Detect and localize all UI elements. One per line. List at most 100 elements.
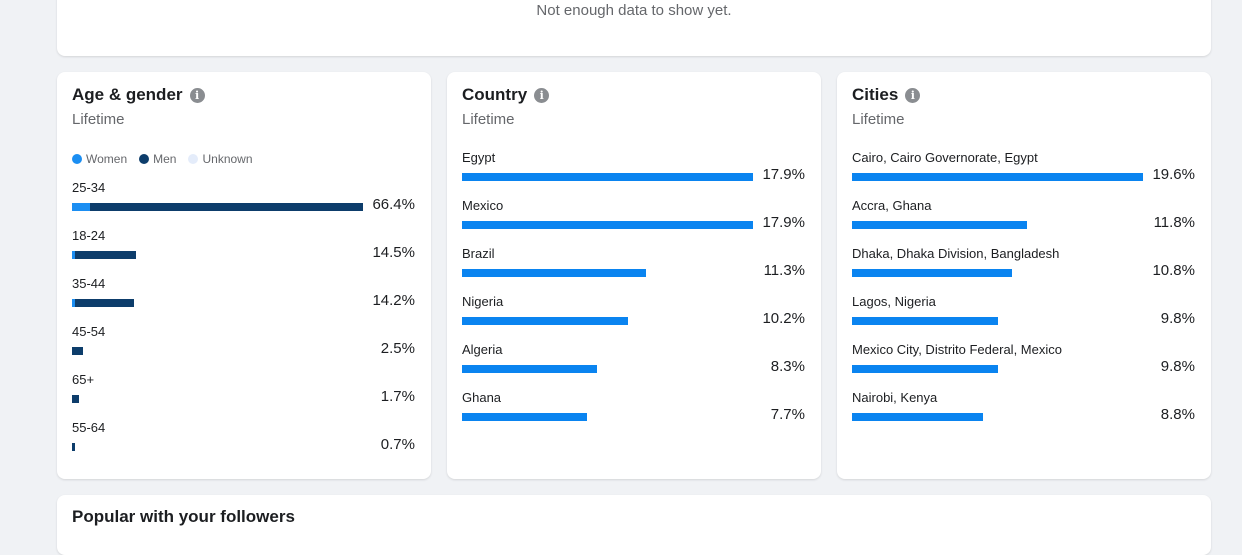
legend-women-label: Women (86, 152, 128, 166)
bar (72, 347, 83, 355)
bar-segment-men (72, 395, 79, 403)
country-card: Country i Lifetime Egypt 17.9% Mexico 17.9%… (447, 72, 821, 479)
bar-track (462, 317, 753, 325)
legend-men: Men (139, 152, 176, 166)
bar-row: Cairo, Cairo Governorate, Egypt 19.6% (852, 150, 1195, 198)
bar-row: 18-24 14.5% (72, 228, 415, 276)
bar-track (462, 269, 753, 277)
bar-track (462, 173, 753, 181)
age-gender-card: Age & gender i Lifetime Women Men Unknow… (57, 72, 431, 479)
bar-label: Ghana (462, 390, 502, 405)
bar-row: Lagos, Nigeria 9.8% (852, 294, 1195, 342)
bar-fill (462, 173, 753, 181)
bar (462, 173, 753, 181)
bar-row: Algeria 8.3% (462, 342, 805, 390)
bar-fill (852, 221, 1027, 229)
popular-card: Popular with your followers (57, 495, 1211, 555)
bar-row: Nairobi, Kenya 8.8% (852, 390, 1195, 438)
bar-percentage: 1.7% (380, 388, 415, 405)
bar-label: 45-54 (72, 324, 106, 339)
bar-percentage: 14.2% (372, 292, 415, 309)
bar-row: 65+ 1.7% (72, 372, 415, 420)
bar (462, 317, 628, 325)
top-card: Not enough data to show yet. (57, 0, 1211, 56)
bar (852, 365, 998, 373)
bar-segment-men (75, 251, 136, 259)
bar-track (462, 413, 753, 421)
bar-percentage: 2.5% (380, 340, 415, 357)
bar (72, 203, 363, 211)
bar (72, 251, 136, 259)
cities-card: Cities i Lifetime Cairo, Cairo Governora… (837, 72, 1211, 479)
bar-fill (852, 173, 1143, 181)
bar (462, 413, 587, 421)
bar-track (852, 317, 1143, 325)
bar-segment-women (72, 251, 76, 259)
bar-label: Accra, Ghana (852, 198, 932, 213)
bar-row: Ghana 7.7% (462, 390, 805, 438)
bar (72, 443, 75, 451)
bar-percentage: 8.3% (770, 358, 805, 375)
legend-men-label: Men (153, 152, 177, 166)
bar-row: Accra, Ghana 11.8% (852, 198, 1195, 246)
bar-label: Algeria (462, 342, 503, 357)
bar-percentage: 0.7% (380, 436, 415, 453)
bar-label: Mexico City, Distrito Federal, Mexico (852, 342, 1062, 357)
bar (852, 317, 998, 325)
unknown-dot-icon (188, 154, 199, 164)
country-header: Country i (462, 85, 550, 105)
bar-segment-women (72, 299, 76, 307)
cities-rows: Cairo, Cairo Governorate, Egypt 19.6% Accr… (852, 150, 1195, 438)
bar-track (462, 365, 753, 373)
bar-track (72, 443, 363, 451)
bar-fill (462, 269, 646, 277)
bar-fill (462, 317, 628, 325)
bar-row: Nigeria 10.2% (462, 294, 805, 342)
bar-percentage: 10.8% (1152, 262, 1195, 279)
legend-unknown: Unknown (188, 152, 253, 166)
bar-percentage: 66.4% (372, 196, 415, 213)
bar-percentage: 9.8% (1160, 310, 1195, 327)
men-dot-icon (139, 154, 150, 164)
bar (72, 395, 79, 403)
bar (852, 221, 1027, 229)
bar-fill (852, 269, 1012, 277)
cities-header: Cities i (852, 85, 921, 105)
bar-label: 18-24 (72, 228, 106, 243)
bar-track (72, 395, 363, 403)
bar-label: Nigeria (462, 294, 504, 309)
bar-fill (852, 317, 998, 325)
bar-track (852, 365, 1143, 373)
country-title: Country (462, 85, 528, 104)
age-gender-title: Age & gender (72, 85, 183, 104)
bar-row: Brazil 11.3% (462, 246, 805, 294)
bar-track (852, 269, 1143, 277)
info-icon[interactable]: i (189, 87, 205, 103)
bar-label: 65+ (72, 372, 95, 387)
bar-label: Egypt (462, 150, 496, 165)
info-icon[interactable]: i (905, 87, 921, 103)
bar-track (852, 413, 1143, 421)
bar-fill (462, 221, 753, 229)
bar-percentage: 17.9% (762, 166, 805, 183)
empty-data-message: Not enough data to show yet. (536, 2, 732, 19)
bar-row: 55-64 0.7% (72, 420, 415, 468)
bar (852, 413, 983, 421)
bar (852, 269, 1012, 277)
age-gender-rows: 25-34 66.4% 18-24 14.5% 35-44 14.2% 45-54 2.5% 6… (72, 180, 415, 468)
bar-segment-men (72, 347, 83, 355)
bar-row: 45-54 2.5% (72, 324, 415, 372)
bar-fill (852, 365, 998, 373)
bar-percentage: 17.9% (762, 214, 805, 231)
bar-label: 25-34 (72, 180, 106, 195)
bar-percentage: 7.7% (770, 406, 805, 423)
bar-track (72, 203, 363, 211)
bar-label: Dhaka, Dhaka Division, Bangladesh (852, 246, 1060, 261)
bar (852, 173, 1143, 181)
bar-segment-men (72, 443, 75, 451)
info-icon[interactable]: i (534, 87, 550, 103)
bar-row: Mexico City, Distrito Federal, Mexico 9.8… (852, 342, 1195, 390)
bar (462, 221, 753, 229)
bar-row: Egypt 17.9% (462, 150, 805, 198)
age-gender-legend: Women Men Unknown (72, 152, 265, 166)
